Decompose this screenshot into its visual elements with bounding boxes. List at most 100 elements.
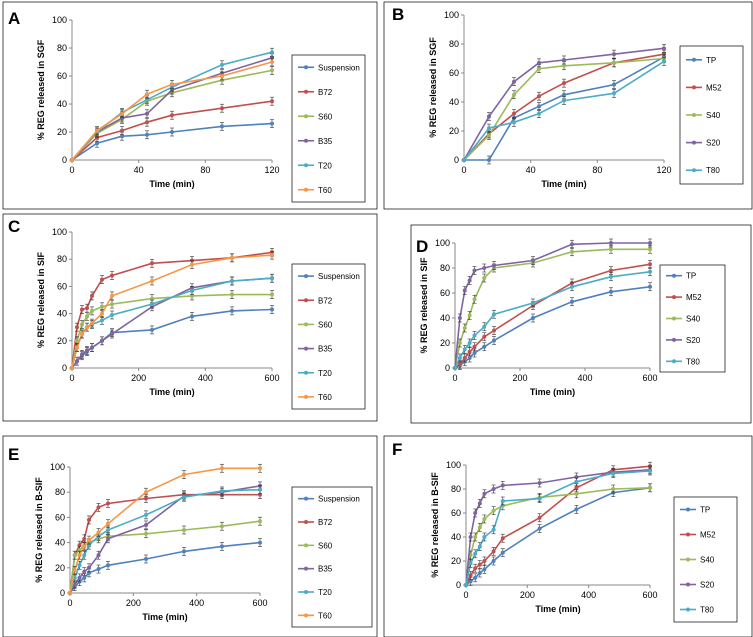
legend-swatch-marker: [692, 140, 696, 145]
data-point: [182, 528, 186, 532]
data-point: [106, 563, 110, 568]
data-point: [100, 318, 104, 323]
data-point: [467, 341, 472, 345]
y-tick-label: 40: [440, 313, 450, 323]
data-point: [537, 66, 541, 71]
x-tick-label: 400: [577, 373, 592, 383]
data-point: [648, 241, 652, 245]
data-point: [85, 306, 89, 311]
legend-label: S20: [700, 581, 715, 590]
panel-B: B 0 20 40 60 80 100 0 40 80 120 Time (min) % REG rel…: [383, 1, 753, 210]
x-tick-label: 200: [126, 598, 141, 608]
data-point: [70, 366, 74, 370]
data-point: [562, 98, 566, 103]
data-point: [648, 269, 652, 274]
x-tick-label: 600: [252, 598, 267, 608]
data-point: [662, 46, 666, 51]
data-point: [612, 52, 616, 57]
data-point: [100, 338, 104, 343]
data-point: [570, 284, 574, 289]
data-point: [609, 268, 613, 273]
data-point: [95, 128, 99, 133]
y-tick-label: 40: [57, 99, 67, 109]
data-point: [80, 352, 84, 357]
data-point: [77, 575, 82, 580]
legend-label: S60: [318, 112, 333, 121]
data-point: [230, 278, 234, 283]
data-point: [482, 324, 487, 329]
data-point: [648, 485, 652, 490]
data-point: [648, 247, 652, 252]
legend-label: TP: [700, 506, 710, 515]
data-point: [477, 501, 482, 506]
data-point: [90, 293, 94, 298]
legend-label: S20: [686, 336, 701, 345]
data-point: [611, 487, 616, 491]
data-point: [85, 325, 89, 330]
data-point: [170, 130, 174, 134]
legend-label: T80: [686, 357, 700, 366]
data-point: [144, 522, 148, 527]
x-tick-label: 0: [452, 373, 457, 383]
data-point: [462, 347, 467, 352]
data-point: [87, 538, 91, 543]
data-point: [500, 536, 505, 541]
data-point: [482, 559, 487, 563]
data-point: [531, 258, 535, 263]
y-axis-label: % REG released in SGF: [428, 37, 438, 138]
data-point: [487, 126, 491, 131]
legend-swatch-marker: [672, 359, 676, 364]
legend-label: T80: [706, 166, 720, 175]
y-tick-label: 100: [444, 10, 459, 20]
data-point: [87, 517, 91, 522]
data-point: [270, 292, 274, 297]
legend-label: B72: [318, 518, 333, 527]
data-point: [96, 530, 101, 535]
data-point: [473, 551, 478, 556]
y-axis-label: % REG released in B-SIF: [34, 477, 44, 583]
data-point: [562, 63, 566, 68]
data-point: [96, 553, 101, 558]
data-point: [190, 293, 194, 298]
y-tick-label: 80: [55, 487, 65, 497]
data-point: [120, 111, 124, 116]
data-point: [467, 313, 472, 318]
data-point: [482, 276, 487, 280]
legend-label: T20: [318, 369, 332, 378]
data-point: [270, 121, 274, 126]
data-point: [220, 62, 224, 67]
y-tick-label: 100: [52, 227, 67, 237]
legend-label: S60: [318, 541, 333, 550]
data-point: [270, 60, 274, 64]
y-tick-label: 0: [456, 580, 461, 590]
x-tick-label: 40: [134, 165, 144, 175]
data-point: [562, 81, 566, 86]
data-point: [190, 288, 194, 293]
data-point: [487, 158, 491, 162]
legend-label: T60: [318, 611, 332, 620]
data-point: [482, 344, 487, 349]
legend-swatch-marker: [304, 114, 308, 119]
data-point: [531, 301, 535, 305]
data-point: [106, 528, 110, 532]
legend-swatch-marker: [304, 65, 308, 70]
data-point: [82, 536, 87, 541]
x-tick-label: 0: [461, 165, 466, 175]
y-tick-label: 60: [449, 68, 459, 78]
data-point: [482, 535, 487, 539]
x-axis-label: Time (min): [535, 604, 580, 614]
data-point: [500, 483, 505, 488]
data-point: [609, 289, 613, 294]
data-point: [472, 344, 477, 349]
data-point: [491, 559, 496, 563]
data-point: [144, 531, 148, 536]
data-point: [612, 91, 616, 96]
panel-E: E 0 20 40 60 80 100 0 200 400 600 Time (min) % REG r…: [2, 435, 378, 637]
legend-swatch-marker: [686, 607, 690, 612]
data-point: [570, 249, 574, 254]
y-tick-label: 20: [57, 336, 67, 346]
legend-swatch-marker: [304, 138, 308, 143]
data-point: [150, 261, 154, 266]
data-point: [512, 79, 516, 84]
